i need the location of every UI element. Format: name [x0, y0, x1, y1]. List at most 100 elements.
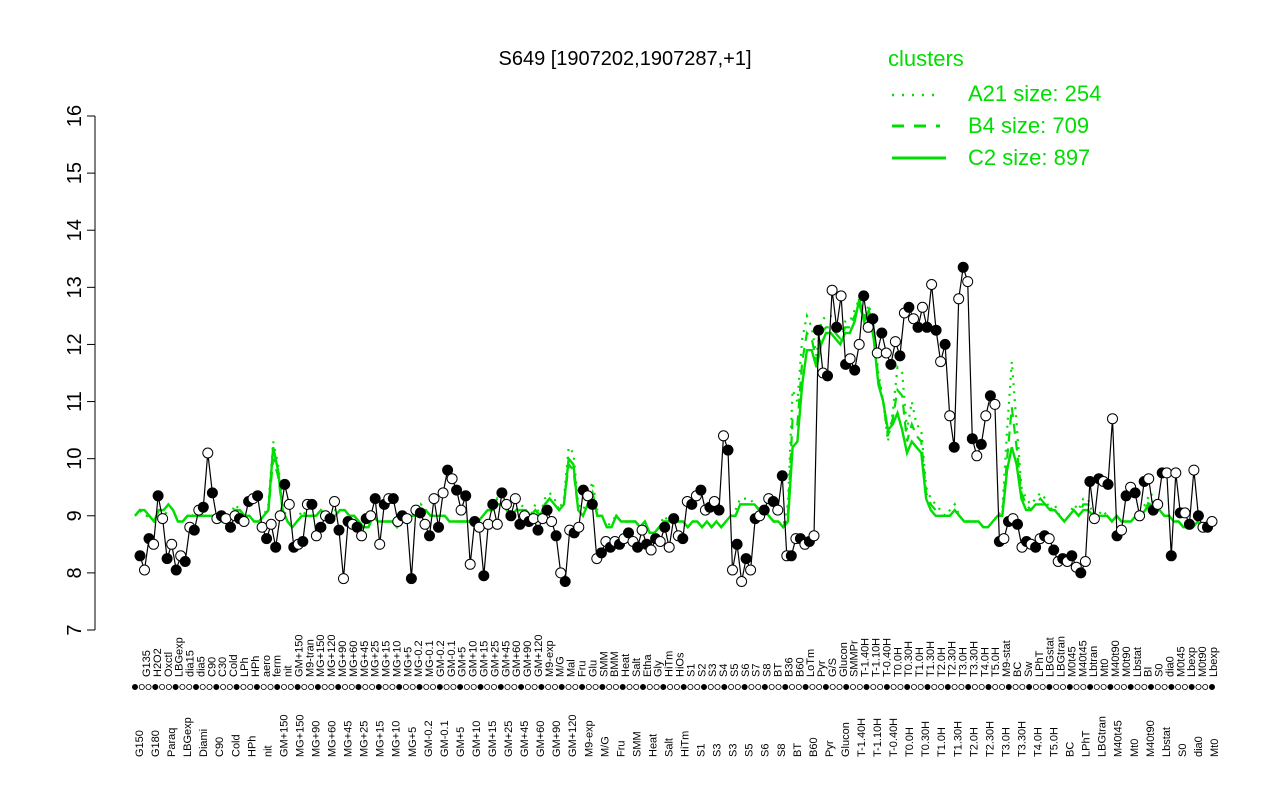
data-point	[442, 464, 454, 476]
data-point	[880, 347, 892, 359]
legend-label-c2: C2 size: 897	[968, 145, 1090, 170]
x-tick-label: aero	[261, 655, 273, 677]
x-tick-label: Fru	[615, 741, 627, 758]
data-point	[772, 504, 784, 516]
x-tick-label: T5.0H	[1049, 727, 1061, 757]
x-axis-marker	[159, 684, 166, 691]
x-axis-marker	[409, 684, 416, 691]
x-axis-marker	[1073, 684, 1080, 691]
x-tick-label: HiTm	[664, 651, 676, 677]
x-tick-label: GM-0.2	[435, 640, 447, 677]
x-tick-label: T-0.40H	[881, 638, 893, 677]
x-tick-label: Mt0	[1129, 739, 1141, 757]
data-point	[265, 518, 277, 530]
x-axis-marker	[1161, 684, 1168, 691]
x-axis-marker	[653, 684, 660, 691]
data-point	[274, 510, 286, 522]
data-point	[148, 538, 160, 550]
series-layer	[134, 295, 1212, 535]
x-tick-label: LBGtran	[1056, 636, 1068, 677]
data-point	[858, 290, 870, 302]
x-axis-marker	[348, 684, 355, 691]
x-tick-label: MG+120	[326, 635, 338, 678]
x-axis-marker	[816, 684, 823, 691]
x-tick-label: T-1.40H	[856, 718, 868, 757]
x-tick-label: MG+15	[381, 641, 393, 677]
series-line-dashed	[134, 301, 1212, 535]
x-axis-marker	[850, 684, 857, 691]
data-point	[139, 564, 150, 576]
x-axis-marker	[369, 684, 376, 691]
x-axis-marker	[436, 684, 443, 691]
x-tick-label: GM-0.1	[439, 720, 451, 757]
x-axis-marker	[287, 684, 294, 691]
x-tick-label: BT	[792, 743, 804, 757]
x-tick-label: LPhT	[1081, 730, 1093, 757]
x-axis-marker	[335, 684, 342, 691]
x-axis-marker	[836, 684, 843, 691]
data-point	[310, 530, 322, 542]
x-tick-label: GM+25	[489, 641, 501, 677]
x-tick-label: Etha	[642, 653, 654, 677]
x-axis-marker	[1127, 684, 1134, 691]
x-tick-label: B60	[794, 657, 806, 677]
x-tick-label: HiTm	[680, 731, 692, 757]
x-axis-marker	[172, 684, 179, 691]
data-point	[509, 493, 521, 505]
x-axis-marker	[572, 684, 579, 691]
x-tick-label: T4.0H	[979, 647, 991, 677]
x-tick-label: M0t45	[1067, 646, 1079, 677]
x-tick-label: dia15	[185, 650, 197, 677]
x-axis-marker	[707, 684, 714, 691]
x-tick-label: Gly	[653, 660, 665, 677]
x-axis-marker	[1114, 684, 1121, 691]
x-tick-label: MG+150	[315, 635, 327, 678]
x-tick-label: MG+10	[391, 641, 403, 677]
x-axis-marker	[402, 684, 409, 691]
x-tick-label: Cold	[230, 734, 242, 757]
x-axis-marker	[253, 684, 260, 691]
x-tick-label: LoTm	[805, 649, 817, 677]
data-point	[708, 496, 720, 507]
y-tick-label: 16	[64, 105, 86, 127]
data-point	[315, 521, 327, 533]
y-tick-label: 10	[64, 448, 86, 470]
x-axis-marker	[1087, 684, 1094, 691]
x-axis-marker	[314, 684, 321, 691]
x-tick-label: GM+5	[457, 647, 469, 677]
x-axis-marker	[904, 684, 911, 691]
data-point	[962, 276, 974, 288]
x-axis-marker	[1188, 684, 1195, 691]
data-point	[930, 324, 942, 336]
x-axis-marker	[761, 684, 768, 691]
data-point	[401, 513, 413, 525]
data-point	[1079, 556, 1091, 567]
x-axis-marker	[457, 684, 464, 691]
x-axis-marker	[1107, 684, 1114, 691]
data-point	[894, 350, 906, 362]
data-point	[740, 553, 752, 565]
data-point	[1012, 518, 1023, 530]
x-tick-label: T1.30H	[952, 721, 964, 757]
y-tick-label: 14	[64, 219, 86, 241]
data-point	[505, 510, 517, 522]
data-point	[179, 556, 191, 567]
x-axis-marker	[877, 684, 884, 691]
x-axis-marker	[545, 684, 552, 691]
data-point	[197, 501, 209, 513]
x-tick-label: S8	[776, 744, 788, 757]
data-point	[252, 490, 264, 502]
data-point	[853, 338, 865, 350]
x-axis-marker	[802, 684, 809, 691]
x-tick-label: Sw	[1023, 662, 1035, 677]
data-point	[261, 533, 273, 545]
data-point	[369, 493, 381, 505]
x-tick-label: S0	[1177, 744, 1189, 757]
data-point	[491, 518, 503, 530]
x-axis-marker	[416, 684, 423, 691]
x-axis-marker	[247, 684, 254, 691]
x-axis-marker	[1026, 684, 1033, 691]
x-tick-label: Lbtran	[1088, 646, 1100, 677]
data-point	[424, 530, 435, 542]
x-axis-marker	[1120, 684, 1127, 691]
